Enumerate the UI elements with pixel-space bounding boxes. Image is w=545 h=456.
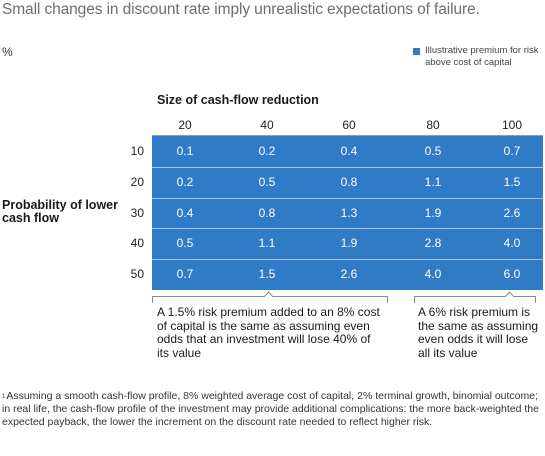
- table-cell: 0.5: [424, 144, 442, 158]
- row-divider: [152, 198, 543, 199]
- table-cell: 2.6: [340, 267, 358, 282]
- bracket-caret: [263, 291, 274, 302]
- table-cell: 2.8: [424, 236, 442, 251]
- column-header: 100: [501, 118, 523, 132]
- column-header: 60: [342, 118, 356, 132]
- table-cell: 0.7: [176, 267, 194, 282]
- row-divider: [152, 259, 543, 260]
- unit-label: %: [2, 45, 13, 59]
- table-cell: 6.0: [503, 267, 521, 282]
- annotation-bracket-left: [152, 291, 388, 304]
- row-header: 50: [130, 267, 144, 282]
- table-cell: 1.5: [258, 267, 276, 282]
- table-cell: 0.2: [176, 174, 194, 189]
- table-cell: 1.1: [258, 236, 276, 251]
- row-divider: [152, 228, 543, 229]
- footnote-text: Assuming a smooth cash-flow profile, 8% …: [2, 390, 539, 428]
- row-header: 40: [130, 236, 144, 251]
- table-cell: 2.6: [503, 205, 521, 220]
- footnote-marker: 1: [2, 394, 6, 400]
- column-header: 80: [426, 118, 440, 132]
- table-cell: 1.9: [340, 236, 358, 251]
- table-cell: 0.4: [340, 144, 358, 158]
- premium-table: 0.1 0.2 0.4 0.5 0.7 0.2 0.5 0.8 1.1 1.5 0.4 0.8 1.3 1…: [152, 136, 543, 290]
- table-cell: 1.9: [424, 205, 442, 220]
- row-axis-title: Probability of lower cash flow: [2, 198, 118, 225]
- table-cell: 0.2: [258, 144, 276, 158]
- legend-label: Illustrative premium for risk above cost…: [425, 45, 539, 68]
- column-axis-title: Size of cash-flow reduction: [157, 93, 319, 107]
- column-header: 40: [260, 118, 274, 132]
- row-divider: [152, 167, 543, 168]
- row-header: 10: [130, 144, 144, 158]
- row-header: 30: [130, 205, 144, 220]
- row-header: 20: [130, 174, 144, 189]
- bracket-caret: [504, 291, 515, 302]
- table-cell: 1.3: [340, 205, 358, 220]
- annotation-left: A 1.5% risk premium added to an 8% cost …: [157, 305, 380, 360]
- annotation-bracket-right: [414, 291, 536, 304]
- table-cell: 0.8: [340, 174, 358, 189]
- table-cell: 0.1: [176, 144, 194, 158]
- table-cell: 1.1: [424, 174, 442, 189]
- table-cell: 0.5: [258, 174, 276, 189]
- column-header: 20: [178, 118, 192, 132]
- table-cell: 0.8: [258, 205, 276, 220]
- column-header-row: 20 40 60 80 100: [152, 113, 543, 136]
- chart-title: Small changes in discount rate imply unr…: [2, 1, 480, 18]
- table-cell: 4.0: [424, 267, 442, 282]
- table-cell: 4.0: [503, 236, 521, 251]
- table-cell: 0.7: [503, 144, 521, 158]
- footnote: 1Assuming a smooth cash-flow profile, 8%…: [2, 390, 543, 429]
- legend: Illustrative premium for risk above cost…: [413, 45, 543, 69]
- table-cell: 0.5: [176, 236, 194, 251]
- table-cell: 0.4: [176, 205, 194, 220]
- annotation-right: A 6% risk premium is the same as assumin…: [418, 305, 539, 360]
- table-cell: 1.5: [503, 174, 521, 189]
- legend-swatch: [413, 48, 420, 55]
